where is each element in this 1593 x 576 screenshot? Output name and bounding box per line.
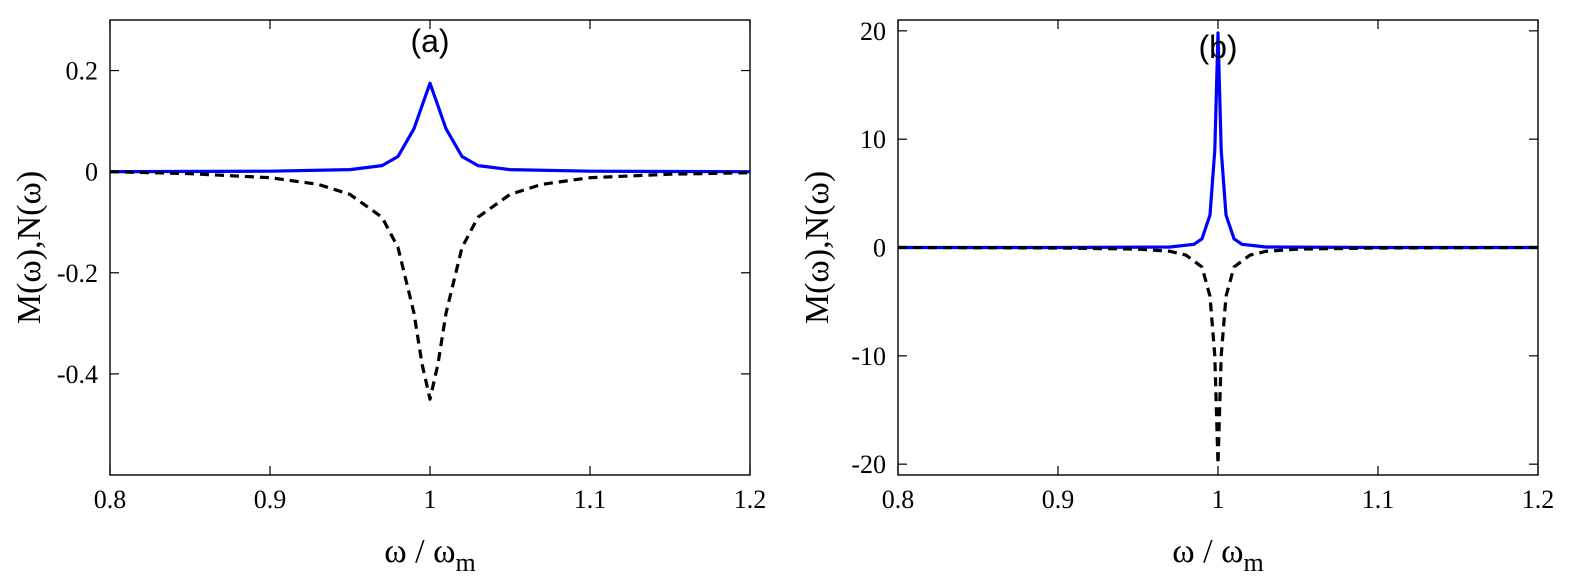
x-tick-label: 1.1: [1362, 485, 1395, 514]
x-axis-label-subscript: m: [455, 548, 475, 576]
series-dashed-line: [897, 245, 1539, 466]
x-tick-label: 1: [1212, 485, 1225, 514]
y-tick-label: -0.2: [57, 259, 98, 288]
y-tick-label: 0: [873, 234, 886, 263]
y-tick-label: 10: [860, 125, 886, 154]
x-tick-label: 0.8: [94, 485, 127, 514]
x-tick-label: 1.2: [734, 485, 767, 514]
x-axis-label-subscript: m: [1243, 548, 1263, 576]
panel-label: (a): [410, 23, 449, 59]
y-tick-label: 0: [85, 158, 98, 187]
x-tick-label: 1.2: [1522, 485, 1555, 514]
x-axis-label: ω / ωm: [384, 533, 475, 576]
y-axis-label: M(ω),N(ω): [799, 171, 836, 324]
y-tick-label: -10: [851, 342, 886, 371]
plot-frame: [109, 19, 751, 476]
y-tick-label: 20: [860, 17, 886, 46]
y-tick-label: -20: [851, 450, 886, 479]
x-tick-label: 1: [424, 485, 437, 514]
x-tick-label: 0.9: [1042, 485, 1075, 514]
x-tick-label: 0.8: [882, 485, 915, 514]
series-solid-line: [109, 81, 751, 174]
x-tick-label: 0.9: [254, 485, 287, 514]
series-solid-line: [898, 31, 1538, 250]
panel-label: (b): [1198, 29, 1237, 65]
chart-panel-a: 0.8 0.9 1 1.1 1.2 -0.4 -0.2 0 0.2 (a) ω / ωm M(ω),N…: [11, 19, 767, 576]
x-tick-label: 1.1: [574, 485, 607, 514]
y-tick-label: 0.2: [66, 57, 99, 86]
series-dashed-line: [109, 170, 751, 401]
y-tick-label: -0.4: [57, 360, 98, 389]
x-axis-label: ω / ωm: [1172, 533, 1263, 576]
chart-panel-b: 0.8 0.9 1 1.1 1.2 -20 -10 0 10 20 (b) ω / ωm M(ω),N(…: [799, 17, 1554, 576]
y-axis-label: M(ω),N(ω): [11, 171, 48, 324]
